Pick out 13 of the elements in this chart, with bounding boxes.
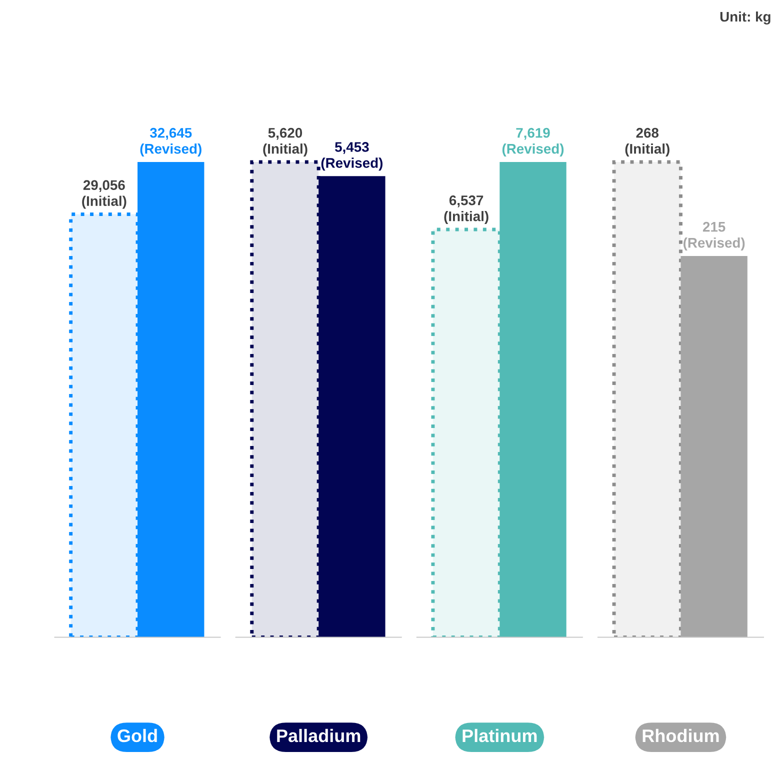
data-label: 5,620 (Initial) <box>263 128 308 156</box>
data-label: 5,453 (Revised) <box>321 142 383 171</box>
x-axis-title: Platinum <box>462 728 537 742</box>
data-label: 29,056 (Initial) <box>82 180 126 209</box>
data-label: 7,619 (Revised) <box>502 128 564 156</box>
data-label: 215 (Revised) <box>684 222 745 250</box>
data-label: 6,537 (Initial) <box>444 195 488 224</box>
data-label: 32,645 (Revised) <box>140 128 202 156</box>
data-label: 268 (Initial) <box>625 128 670 156</box>
x-axis-title: Gold <box>118 728 157 742</box>
text: Unit: kg <box>720 11 770 24</box>
x-axis-title: Rhodium <box>642 728 719 742</box>
x-axis-title: Palladium <box>277 728 360 742</box>
